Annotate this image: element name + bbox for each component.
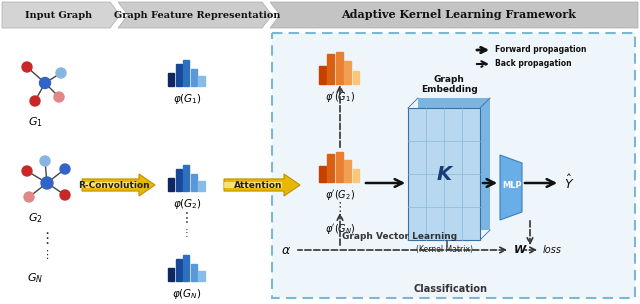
Bar bbox=[168, 268, 174, 281]
Text: ⋮: ⋮ bbox=[333, 202, 346, 215]
Bar bbox=[191, 69, 197, 86]
Text: $\alpha$: $\alpha$ bbox=[281, 244, 291, 257]
Bar bbox=[418, 98, 490, 230]
Text: Graph Feature Representation: Graph Feature Representation bbox=[114, 11, 280, 19]
Polygon shape bbox=[224, 174, 300, 196]
Text: Graph Vector Learning: Graph Vector Learning bbox=[342, 232, 458, 241]
Bar bbox=[183, 60, 189, 86]
Circle shape bbox=[30, 96, 40, 106]
Text: $G_2$: $G_2$ bbox=[28, 211, 42, 225]
Bar bbox=[353, 71, 360, 84]
Text: $G_N$: $G_N$ bbox=[27, 271, 43, 285]
Bar bbox=[198, 271, 205, 281]
Text: $\varphi'(G_N)$: $\varphi'(G_N)$ bbox=[324, 222, 355, 236]
Circle shape bbox=[40, 156, 50, 166]
Polygon shape bbox=[118, 2, 272, 28]
Polygon shape bbox=[500, 155, 522, 220]
Circle shape bbox=[40, 78, 51, 88]
Bar bbox=[328, 154, 334, 182]
Text: MLP: MLP bbox=[502, 181, 522, 191]
Polygon shape bbox=[2, 2, 120, 28]
Text: W: W bbox=[514, 245, 526, 255]
Circle shape bbox=[54, 92, 64, 102]
Text: K: K bbox=[436, 164, 452, 184]
Text: (Kernel Matrix): (Kernel Matrix) bbox=[415, 245, 472, 254]
Bar bbox=[191, 174, 197, 191]
Circle shape bbox=[56, 68, 66, 78]
Bar bbox=[344, 161, 351, 182]
Bar bbox=[319, 165, 326, 182]
Text: Input Graph: Input Graph bbox=[26, 11, 93, 19]
Bar bbox=[168, 178, 174, 191]
Text: Attention: Attention bbox=[234, 181, 282, 189]
Bar bbox=[328, 54, 334, 84]
Circle shape bbox=[41, 177, 53, 189]
Bar bbox=[353, 169, 360, 182]
Text: $\varphi'(G_1)$: $\varphi'(G_1)$ bbox=[325, 90, 355, 104]
Text: $\varphi(G_N)$: $\varphi(G_N)$ bbox=[172, 287, 202, 301]
Circle shape bbox=[22, 62, 32, 72]
Text: Forward propagation: Forward propagation bbox=[495, 46, 586, 54]
Bar bbox=[175, 169, 182, 191]
Text: $G_1$: $G_1$ bbox=[28, 115, 42, 129]
Text: R-Convolution: R-Convolution bbox=[78, 181, 150, 189]
Bar bbox=[198, 76, 205, 86]
Bar bbox=[168, 73, 174, 86]
Bar bbox=[408, 108, 480, 240]
Text: Classification: Classification bbox=[413, 284, 487, 294]
Circle shape bbox=[60, 190, 70, 200]
Text: ⋮: ⋮ bbox=[42, 250, 52, 260]
Bar bbox=[191, 264, 197, 281]
Bar bbox=[175, 64, 182, 86]
Bar bbox=[319, 66, 326, 84]
Text: $\varphi(G_2)$: $\varphi(G_2)$ bbox=[173, 197, 202, 211]
Bar bbox=[336, 52, 342, 84]
Circle shape bbox=[24, 192, 34, 202]
Text: $\varphi(G_1)$: $\varphi(G_1)$ bbox=[173, 92, 202, 106]
Bar bbox=[183, 165, 189, 191]
Polygon shape bbox=[82, 182, 137, 188]
Bar bbox=[198, 181, 205, 191]
Text: ⋮: ⋮ bbox=[182, 228, 192, 238]
Polygon shape bbox=[82, 174, 155, 196]
Bar bbox=[336, 152, 342, 182]
Text: loss: loss bbox=[543, 245, 562, 255]
Bar bbox=[183, 255, 189, 281]
Polygon shape bbox=[224, 182, 282, 188]
Polygon shape bbox=[270, 2, 638, 28]
Text: Back propagation: Back propagation bbox=[495, 60, 572, 68]
Bar bbox=[175, 259, 182, 281]
Bar bbox=[344, 61, 351, 84]
FancyBboxPatch shape bbox=[272, 33, 635, 298]
Text: $\hat{Y}$: $\hat{Y}$ bbox=[564, 174, 575, 192]
Text: ⋮: ⋮ bbox=[180, 211, 194, 225]
Circle shape bbox=[60, 164, 70, 174]
Circle shape bbox=[22, 166, 32, 176]
Text: $\varphi'(G_2)$: $\varphi'(G_2)$ bbox=[325, 188, 355, 202]
Text: Graph
Embedding: Graph Embedding bbox=[420, 74, 477, 94]
Text: ⋮: ⋮ bbox=[40, 230, 54, 246]
Text: Adaptive Kernel Learning Framework: Adaptive Kernel Learning Framework bbox=[342, 9, 577, 20]
